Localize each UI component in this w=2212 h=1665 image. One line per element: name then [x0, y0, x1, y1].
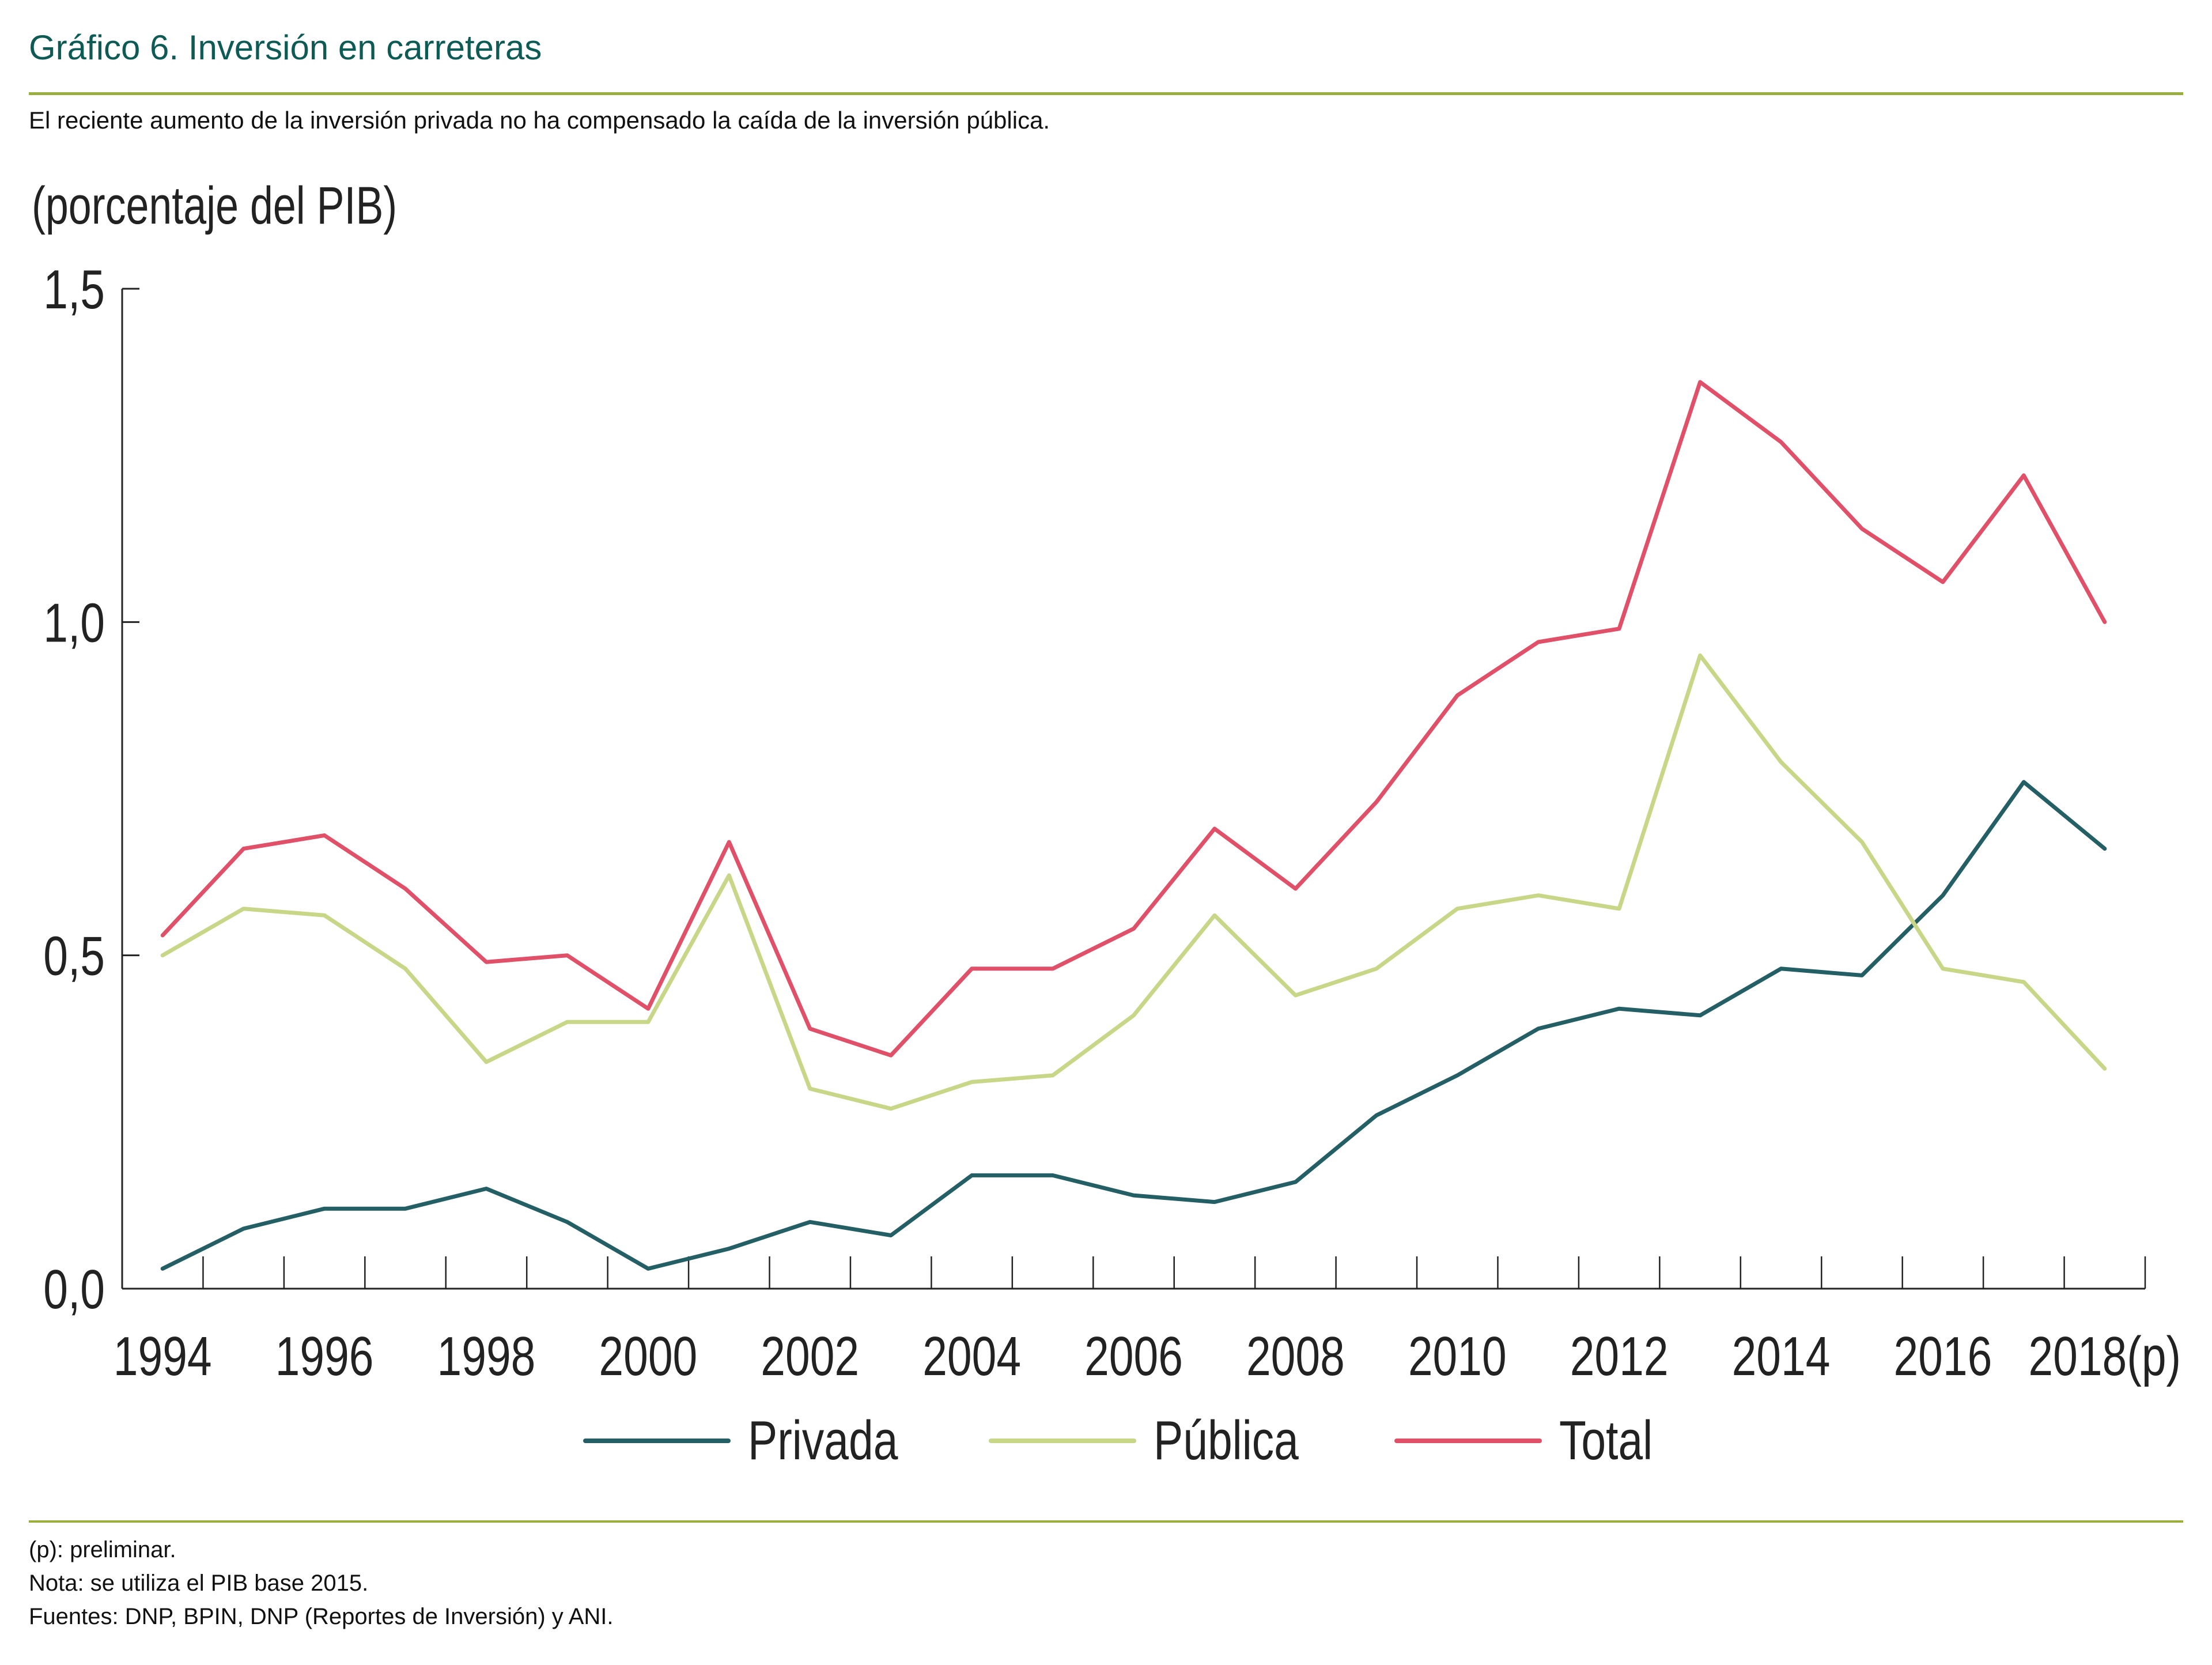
- legend: Privada Pública Total: [0, 1406, 2212, 1475]
- legend-swatch-privada: [583, 1439, 731, 1443]
- series-line-publica: [160, 653, 2107, 1111]
- x-tick-label: 2014: [1732, 1326, 1831, 1387]
- footnotes: (p): preliminar. Nota: se utiliza el PIB…: [29, 1533, 614, 1633]
- x-tick-label: 2000: [599, 1326, 697, 1387]
- x-tick-label: 1998: [437, 1326, 536, 1387]
- y-axis-ticks: 0,0 0,5 1,0 1,5: [43, 259, 139, 1320]
- x-tick-label: 2010: [1408, 1326, 1507, 1387]
- legend-item-total: Total: [1394, 1406, 1676, 1475]
- y-tick-label: 0,5: [43, 926, 105, 987]
- x-tick-label: 2016: [1893, 1326, 1992, 1387]
- chart-subtitle: El reciente aumento de la inversión priv…: [29, 107, 1050, 134]
- x-tick-label: 2008: [1246, 1326, 1345, 1387]
- x-tick-label: 2018(p): [2028, 1326, 2181, 1387]
- title-rule: [29, 92, 2183, 95]
- footnote-preliminar: (p): preliminar.: [29, 1537, 176, 1562]
- y-axis-unit-label: (porcentaje del PIB): [32, 176, 398, 235]
- legend-label-privada: Privada: [748, 1410, 898, 1471]
- footnote-fuentes: Fuentes: DNP, BPIN, DNP (Reportes de Inv…: [29, 1604, 614, 1629]
- legend-swatch-publica: [989, 1439, 1136, 1443]
- legend-label-publica: Pública: [1154, 1410, 1299, 1471]
- legend-item-publica: Pública: [989, 1406, 1335, 1475]
- legend-label-total: Total: [1559, 1410, 1653, 1471]
- x-axis-ticks: 1994 1996 1998 2000 2002 2004 2006 2008 2010 2012…: [114, 1256, 2181, 1387]
- legend-swatch-total: [1394, 1439, 1542, 1443]
- axes: [121, 289, 2145, 1290]
- chart-title: Gráfico 6. Inversión en carreteras: [29, 28, 542, 67]
- x-tick-label: 2004: [922, 1326, 1021, 1387]
- y-tick-label: 1,5: [43, 259, 105, 320]
- x-tick-label: 2006: [1084, 1326, 1183, 1387]
- series-lines: [160, 380, 2107, 1271]
- y-tick-label: 0,0: [43, 1259, 105, 1320]
- line-chart: 0,0 0,5 1,0 1,5 1994 1996 1998 2000 2002 2004 200…: [43, 259, 2181, 1387]
- footer-rule: [29, 1520, 2183, 1523]
- legend-item-privada: Privada: [583, 1406, 936, 1475]
- series-line-total: [160, 380, 2107, 1058]
- y-tick-label: 1,0: [43, 592, 105, 654]
- x-tick-label: 1996: [275, 1326, 374, 1387]
- footnote-nota: Nota: se utiliza el PIB base 2015.: [29, 1570, 369, 1596]
- x-tick-label: 1994: [114, 1326, 212, 1387]
- x-tick-label: 2002: [761, 1326, 859, 1387]
- x-tick-label: 2012: [1570, 1326, 1669, 1387]
